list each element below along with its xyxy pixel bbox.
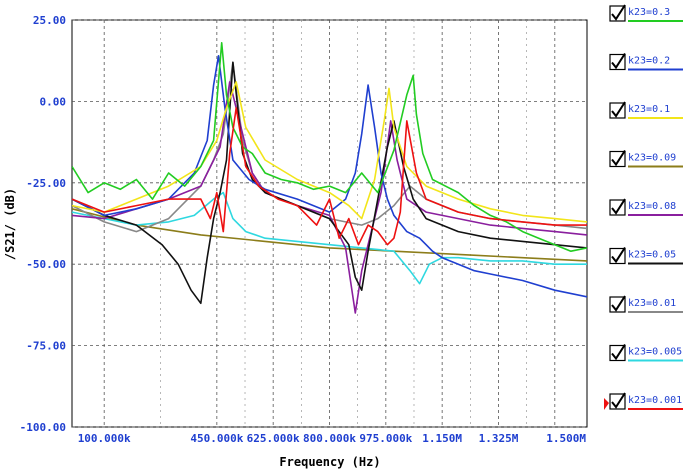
check-icon — [611, 246, 626, 264]
selection-marker-icon — [604, 398, 609, 410]
legend-item[interactable]: k23=0.05 — [609, 246, 683, 265]
series-line-k23-0-08 — [72, 81, 587, 314]
x-tick-label: 975.000k — [359, 432, 412, 445]
y-tick-label: 0.00 — [40, 95, 67, 108]
legend-label: k23=0.05 — [628, 250, 676, 261]
legend-label: k23=0.01 — [628, 298, 676, 309]
series-line-k23-0-05 — [72, 61, 587, 305]
x-tick-label: 1.150M — [422, 432, 462, 445]
x-tick-label: 625.000k — [247, 432, 300, 445]
check-icon — [611, 198, 626, 215]
y-tick-label: -100.00 — [20, 421, 66, 434]
legend-label: k23=0.3 — [628, 7, 670, 18]
y-tick-label: 25.00 — [33, 14, 66, 27]
legend-item[interactable]: k23=0.3 — [609, 4, 683, 22]
legend-item[interactable]: k23=0.09 — [609, 149, 683, 168]
check-icon — [611, 343, 626, 361]
grid-lines — [72, 19, 587, 428]
y-tick-label: -50.00 — [26, 258, 66, 271]
legend-label: k23=0.001 — [628, 395, 682, 406]
y-tick-label: -25.00 — [26, 177, 66, 190]
y-axis-label: /S21/ (dB) — [3, 188, 17, 260]
series-line-k23-0-001 — [72, 107, 587, 246]
legend-label: k23=0.2 — [628, 56, 670, 67]
x-tick-label: 100.000k — [78, 432, 131, 445]
legend-item[interactable]: k23=0.005 — [609, 343, 683, 362]
series-line-k23-0-09 — [72, 208, 587, 262]
legend: k23=0.3 k23=0.2 k23=0.1 k23=0.09 k23=0.08 k23… — [604, 4, 683, 410]
x-tick-labels: 100.000k 450.000k 625.000k 800.000k 975.000k… — [78, 432, 587, 445]
y-tick-label: -75.00 — [26, 340, 66, 353]
series-line-k23-0-2 — [72, 55, 587, 298]
check-icon — [611, 295, 626, 312]
check-icon — [611, 4, 626, 21]
check-icon — [611, 101, 626, 118]
legend-item[interactable]: k23=0.1 — [609, 101, 683, 119]
legend-label: k23=0.1 — [628, 104, 670, 115]
legend-label: k23=0.09 — [628, 153, 676, 164]
series-line-k23-0-005 — [72, 191, 587, 285]
check-icon — [611, 392, 626, 409]
x-tick-label: 1.325M — [479, 432, 519, 445]
legend-item[interactable]: k23=0.2 — [609, 52, 683, 71]
check-icon — [611, 52, 626, 70]
check-icon — [611, 149, 626, 167]
legend-item[interactable]: k23=0.001 — [609, 392, 683, 410]
x-axis-label: Frequency (Hz) — [279, 455, 380, 469]
x-tick-label: 800.000k — [303, 432, 356, 445]
legend-label: k23=0.005 — [628, 347, 682, 358]
x-tick-label: 1.500M — [546, 432, 586, 445]
x-tick-label: 450.000k — [190, 432, 243, 445]
legend-item[interactable]: k23=0.08 — [609, 198, 683, 216]
series-line-k23-0-3 — [72, 42, 587, 252]
legend-label: k23=0.08 — [628, 201, 676, 212]
series-layer — [72, 42, 587, 314]
y-tick-labels: 25.00 0.00 -25.00 -50.00 -75.00 -100.00 — [20, 14, 66, 434]
legend-item[interactable]: k23=0.01 — [609, 295, 683, 313]
